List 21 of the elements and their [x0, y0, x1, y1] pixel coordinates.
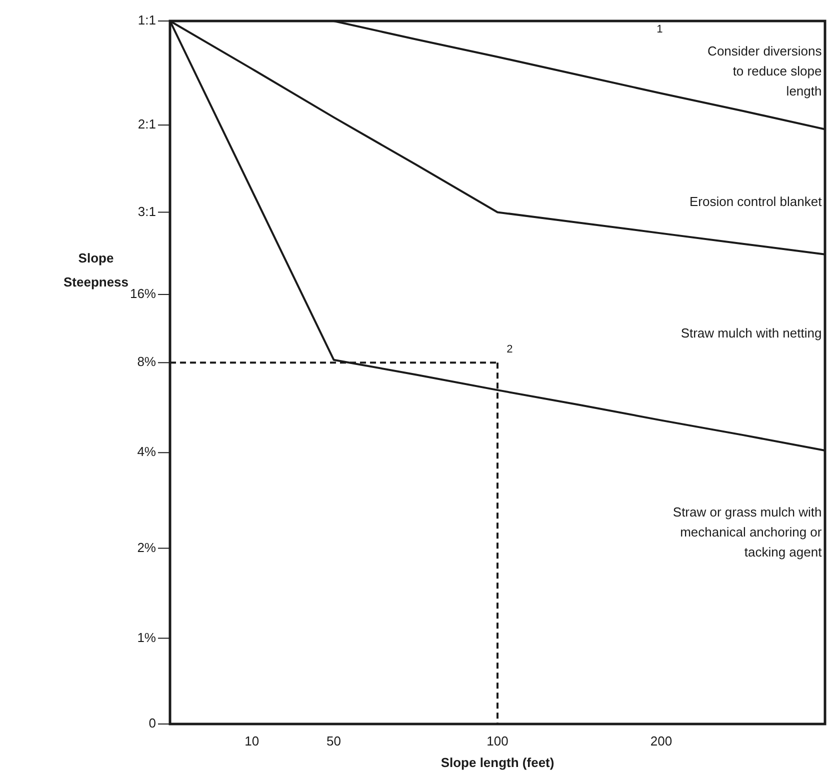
x-axis-title: Slope length (feet)	[440, 755, 554, 770]
text: 1:1	[138, 12, 156, 28]
annotation: Straw or grass mulch with mechanical anchoring or tacking agent	[672, 504, 822, 560]
x-tick-label: 100	[486, 733, 508, 748]
text: 8%	[137, 354, 156, 370]
text: 4%	[137, 444, 156, 460]
text: 1%	[137, 630, 156, 645]
x-tick-label: 50	[326, 733, 341, 748]
annotation: Consider diversions to reduce slope length	[708, 44, 822, 99]
text: 2%	[137, 540, 156, 555]
text: 3:1	[138, 204, 156, 219]
text: 16%	[130, 286, 156, 302]
text: 0	[148, 716, 156, 731]
x-tick-label: 200	[650, 733, 672, 748]
annotation: 1	[656, 23, 663, 36]
y-axis-title: Slope Steepness	[63, 250, 129, 290]
annotation: 2	[506, 343, 513, 356]
x-tick-label: 10	[244, 733, 260, 748]
annotation: Erosion control blanket	[689, 194, 822, 209]
text: 2:1	[138, 116, 156, 132]
annotation: Straw mulch with netting	[680, 325, 822, 340]
